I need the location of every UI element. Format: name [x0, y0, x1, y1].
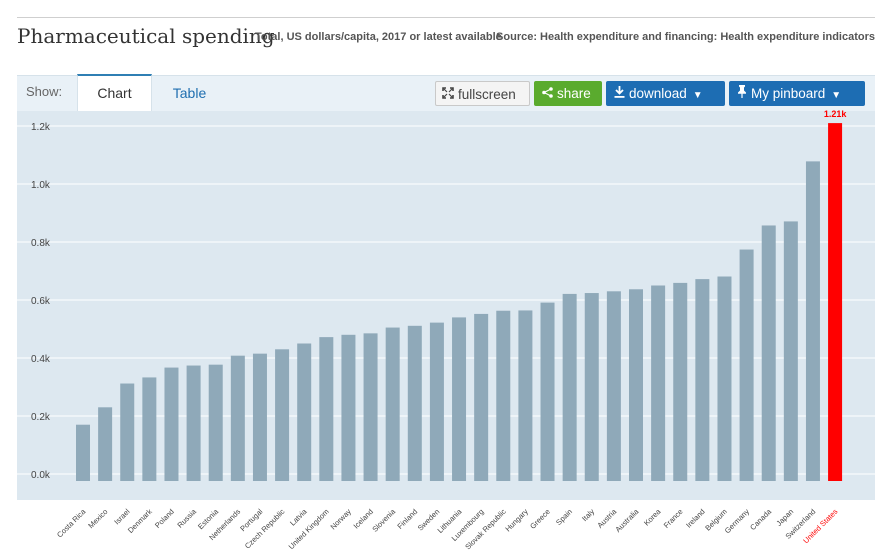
x-tick-label: Slovak Republic	[463, 507, 508, 552]
share-button[interactable]: share	[534, 81, 602, 106]
tab-table[interactable]: Table	[172, 85, 207, 101]
y-tick-label: 0.4k	[31, 354, 51, 365]
bar	[518, 310, 533, 481]
expand-icon	[442, 82, 454, 107]
x-tick-label: Czech Republic	[243, 507, 287, 551]
chart-subtitle: Total, US dollars/capita, 2017 or latest…	[255, 31, 502, 43]
caret-down-icon: ▼	[831, 90, 842, 101]
bar	[739, 249, 754, 481]
data-label: 1.21k	[824, 109, 848, 119]
bar	[208, 364, 223, 481]
bar	[98, 407, 113, 481]
top-divider	[17, 17, 875, 18]
y-tick-label: 1.2k	[31, 122, 51, 133]
tab-chart[interactable]: Chart	[77, 74, 152, 113]
bar	[761, 225, 776, 481]
bar	[407, 325, 422, 481]
chart-toolbar: Show: Chart Table fullscreen share downl…	[17, 74, 875, 113]
bar	[252, 353, 267, 481]
download-label: download	[629, 86, 687, 101]
bar	[385, 327, 400, 481]
bar	[142, 377, 157, 481]
pinboard-button[interactable]: My pinboard ▼	[729, 81, 865, 106]
bar	[695, 279, 710, 481]
x-tick-label: Hungary	[503, 507, 530, 534]
bar	[496, 310, 511, 481]
y-tick-label: 0.6k	[31, 296, 51, 307]
bar	[120, 383, 135, 481]
download-button[interactable]: download ▼	[606, 81, 725, 106]
x-tick-label: Greece	[528, 507, 552, 531]
y-tick-label: 0.2k	[31, 412, 51, 423]
bar	[783, 221, 798, 481]
y-tick-label: 1.0k	[31, 180, 51, 191]
page-title: Pharmaceutical spending	[17, 24, 275, 48]
bar	[297, 343, 312, 481]
fullscreen-label: fullscreen	[458, 87, 516, 102]
fullscreen-button[interactable]: fullscreen	[435, 81, 530, 106]
pin-icon	[737, 81, 747, 106]
x-tick-label: Mexico	[86, 507, 109, 530]
bar	[76, 424, 90, 481]
x-tick-label: Australia	[613, 506, 641, 534]
x-tick-label: Denmark	[126, 507, 154, 535]
bar	[275, 349, 290, 481]
share-icon	[542, 81, 553, 106]
bar	[429, 322, 444, 481]
pinboard-label: My pinboard	[751, 86, 826, 101]
x-tick-label: Slovenia	[370, 506, 397, 533]
bar	[164, 367, 179, 481]
show-label: Show:	[26, 84, 63, 99]
x-tick-label: Israel	[112, 507, 132, 527]
bar	[319, 337, 334, 481]
download-icon	[614, 81, 625, 106]
x-tick-label: Russia	[175, 506, 198, 529]
bar	[186, 365, 201, 481]
bar	[540, 302, 555, 481]
x-tick-label: Spain	[554, 507, 574, 527]
bar	[474, 313, 489, 481]
x-tick-label: Germany	[723, 507, 751, 535]
bar	[717, 276, 732, 481]
source-link[interactable]: Source: Health expenditure and financing…	[496, 31, 875, 43]
bar	[606, 291, 621, 481]
bar	[828, 123, 843, 481]
x-tick-label: Italy	[580, 507, 596, 523]
x-tick-label: Korea	[642, 506, 663, 527]
x-tick-label: France	[662, 507, 685, 530]
caret-down-icon: ▼	[692, 90, 703, 101]
y-tick-label: 0.8k	[31, 238, 51, 249]
bar	[363, 333, 378, 481]
bar	[452, 317, 467, 481]
bar	[584, 293, 599, 481]
y-tick-label: 0.0k	[31, 470, 51, 481]
x-tick-label: Canada	[748, 506, 774, 532]
bar	[562, 293, 577, 481]
share-label: share	[557, 86, 591, 101]
bar	[805, 161, 820, 481]
x-tick-label: Costa Rica	[55, 506, 88, 539]
plot-background	[17, 111, 875, 500]
bar	[341, 334, 356, 481]
x-tick-label: Norway	[329, 507, 354, 532]
bar	[651, 285, 666, 481]
x-tick-label: United Kingdom	[287, 507, 331, 551]
bar	[629, 289, 643, 481]
bar	[230, 355, 245, 481]
x-tick-label: Poland	[153, 507, 176, 530]
bar	[673, 282, 688, 481]
